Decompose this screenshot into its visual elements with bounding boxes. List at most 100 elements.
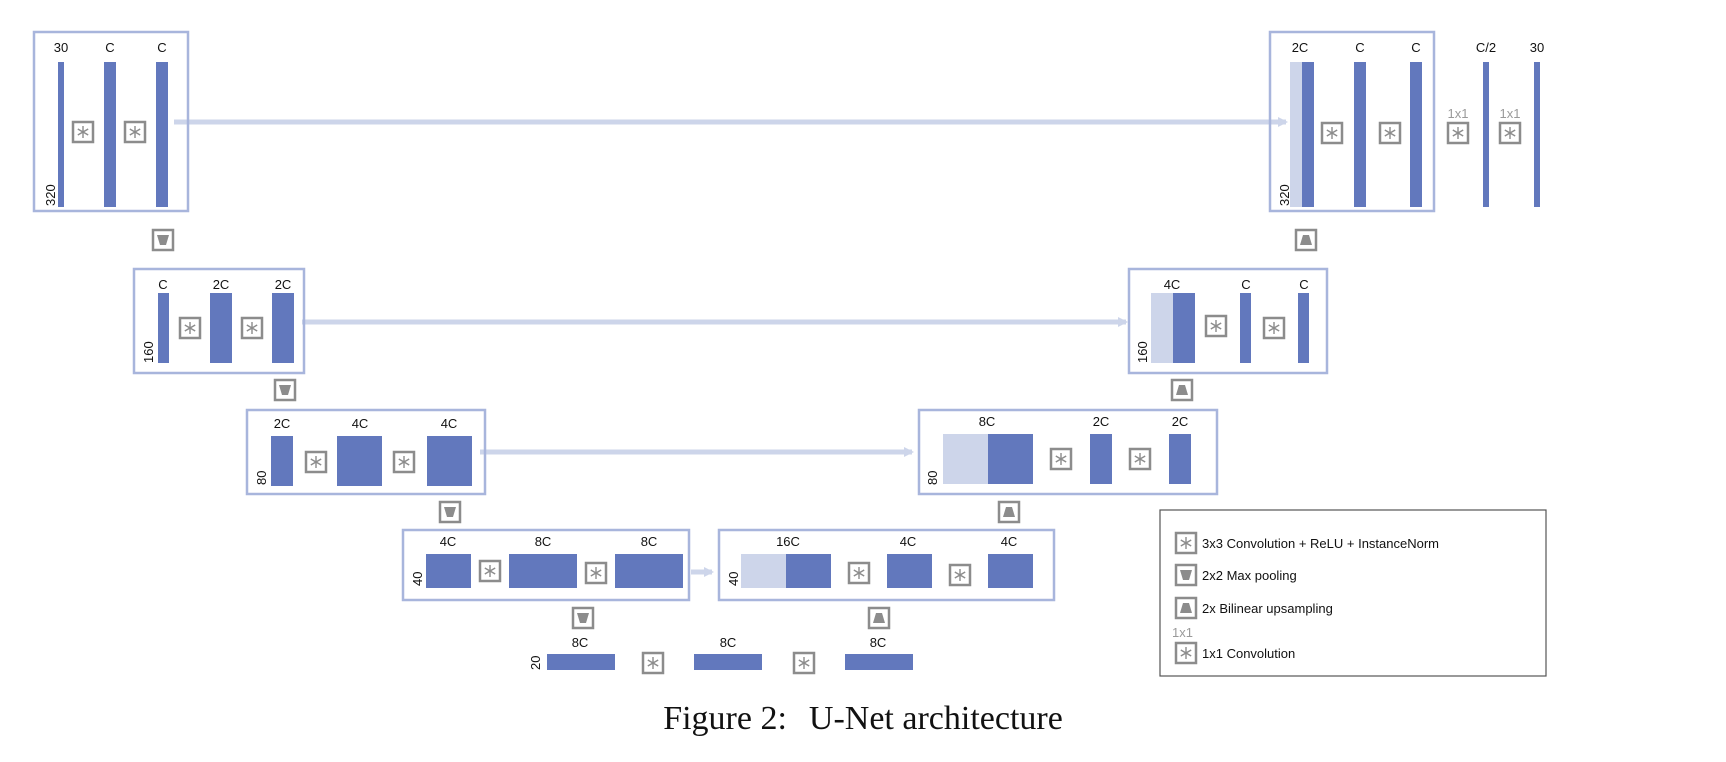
skip-feature-map <box>1151 293 1173 363</box>
conv3x3-icon <box>584 561 608 585</box>
legend: 3x3 Convolution + ReLU + InstanceNorm 2x… <box>1159 509 1547 677</box>
channel-label: 2C <box>275 277 292 292</box>
channel-label: 30 <box>54 40 68 55</box>
feature-map <box>272 293 294 363</box>
feature-map <box>1169 434 1191 484</box>
feature-map <box>426 554 471 588</box>
legend-maxpool-label: 2x2 Max pooling <box>1202 568 1297 583</box>
skip-feature-map <box>943 434 988 484</box>
conv1x1-icon <box>1498 121 1522 145</box>
channel-label: 2C <box>274 416 291 431</box>
maxpool-icon <box>151 228 175 252</box>
feature-map <box>845 654 913 670</box>
feature-map <box>547 654 615 670</box>
feature-map <box>156 62 168 207</box>
spatial-size-label: 160 <box>141 341 156 363</box>
feature-map <box>887 554 932 588</box>
spatial-size-label: 40 <box>726 572 741 586</box>
conv1x1-tag: 1x1 <box>1500 106 1521 121</box>
feature-map <box>1090 434 1112 484</box>
channel-label: 2C <box>1093 414 1110 429</box>
channel-label: C <box>1299 277 1308 292</box>
skip-feature-map <box>1290 62 1302 207</box>
channel-label: 30 <box>1530 40 1544 55</box>
conv3x3-icon <box>392 450 416 474</box>
feature-map <box>210 293 232 363</box>
upsample-icon <box>997 500 1021 524</box>
encoder-level-2: 160 C 2C 2C <box>132 267 306 375</box>
level-frame <box>1268 30 1436 213</box>
spatial-size-label: 80 <box>254 471 269 485</box>
skip-feature-map <box>741 554 786 588</box>
legend-conv1x1-tag: 1x1 <box>1172 625 1193 640</box>
feature-map <box>104 62 116 207</box>
legend-conv3x3-label: 3x3 Convolution + ReLU + InstanceNorm <box>1202 536 1439 551</box>
level-frame <box>132 267 306 375</box>
conv1x1-tag: 1x1 <box>1448 106 1469 121</box>
spatial-size-label: 160 <box>1135 341 1150 363</box>
conv3x3-icon <box>478 559 502 583</box>
feature-map <box>427 436 472 486</box>
channel-label: C <box>1411 40 1420 55</box>
feature-map <box>1534 62 1540 207</box>
level-frame <box>1127 267 1329 375</box>
channel-label: 8C <box>572 635 589 650</box>
conv3x3-icon <box>641 651 665 675</box>
conv3x3-icon <box>71 120 95 144</box>
bottleneck: 20 8C 8C 8C <box>528 635 913 675</box>
feature-map <box>1173 293 1195 363</box>
maxpool-icon <box>273 378 297 402</box>
feature-map <box>786 554 831 588</box>
feature-map <box>988 434 1033 484</box>
conv3x3-icon <box>123 120 147 144</box>
feature-map <box>271 436 293 486</box>
channel-label: C <box>158 277 167 292</box>
level-frame <box>717 528 1056 602</box>
feature-map <box>158 293 169 363</box>
feature-map <box>337 436 382 486</box>
conv3x3-icon <box>792 651 816 675</box>
level-frame <box>917 408 1219 496</box>
encoder-level-4: 40 4C 8C 8C <box>401 528 691 602</box>
upsample-icon <box>1294 228 1318 252</box>
channel-label: C/2 <box>1476 40 1496 55</box>
channel-label: 4C <box>900 534 917 549</box>
conv1x1-icon <box>1446 121 1470 145</box>
channel-label: 4C <box>1164 277 1181 292</box>
feature-map <box>1298 293 1309 363</box>
feature-map <box>509 554 577 588</box>
conv3x3-icon <box>1262 316 1286 340</box>
channel-label: 16C <box>776 534 800 549</box>
channel-label: 2C <box>213 277 230 292</box>
channel-label: 8C <box>979 414 996 429</box>
feature-map <box>988 554 1033 588</box>
conv3x3-icon <box>240 316 264 340</box>
spatial-size-label: 320 <box>43 184 58 206</box>
channel-label: 4C <box>440 534 457 549</box>
feature-map <box>694 654 762 670</box>
maxpool-icon <box>571 606 595 630</box>
legend-frame <box>1159 509 1547 677</box>
upsample-icon <box>1170 378 1194 402</box>
channel-label: 2C <box>1172 414 1189 429</box>
channel-label: 2C <box>1292 40 1309 55</box>
decoder-level-4: 40 16C 4C 4C <box>717 528 1056 602</box>
encoder-level-3: 80 2C 4C 4C <box>245 408 487 496</box>
conv3x3-icon <box>847 561 871 585</box>
level-frame <box>32 30 190 213</box>
conv3x3-icon <box>1320 121 1344 145</box>
conv3x3-icon <box>304 450 328 474</box>
channel-label: 8C <box>641 534 658 549</box>
level-frame <box>401 528 691 602</box>
conv3x3-icon <box>1128 447 1152 471</box>
feature-map <box>1354 62 1366 207</box>
decoder-level-1: 320 2C C C <box>1268 30 1436 213</box>
feature-map <box>1483 62 1489 207</box>
upsample-icon <box>867 606 891 630</box>
level-frame <box>245 408 487 496</box>
maxpool-icon <box>1174 563 1198 587</box>
legend-conv1x1-label: 1x1 Convolution <box>1202 646 1295 661</box>
conv3x3-icon <box>948 563 972 587</box>
maxpool-icon <box>438 500 462 524</box>
